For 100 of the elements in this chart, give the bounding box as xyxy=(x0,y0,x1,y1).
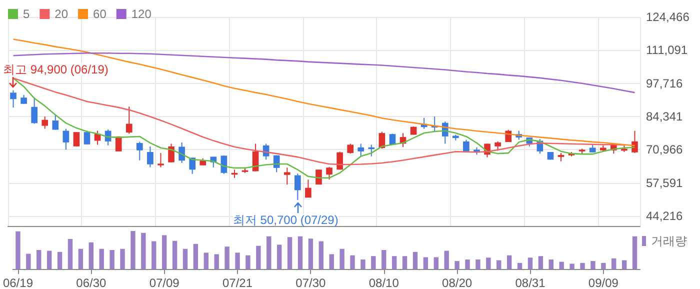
candlestick xyxy=(126,106,132,134)
x-tick-label: 07/21 xyxy=(222,276,253,289)
candlestick xyxy=(158,152,164,168)
bar xyxy=(308,238,314,269)
bar xyxy=(120,248,125,269)
bar xyxy=(224,246,230,269)
candlestick xyxy=(284,167,290,186)
bar xyxy=(434,257,438,269)
x-tick-label: 06/19 xyxy=(2,276,34,289)
bar xyxy=(46,250,52,269)
bar xyxy=(632,236,638,269)
bar xyxy=(580,262,585,269)
bar xyxy=(506,255,512,269)
x-tick-label: 07/30 xyxy=(296,276,326,289)
bar xyxy=(162,235,167,269)
candlestick xyxy=(31,97,38,124)
y-tick-label: 84,341 xyxy=(646,110,684,124)
legend-label: 120 xyxy=(131,7,152,21)
x-tick-label: 08/31 xyxy=(515,276,546,289)
bar xyxy=(340,248,344,269)
annotation: 최저 50,700 (07/29) xyxy=(232,212,338,227)
candlestick xyxy=(358,143,364,158)
bar xyxy=(350,255,355,269)
bar xyxy=(172,240,178,269)
x-tick-label: 07/09 xyxy=(149,276,180,289)
bar xyxy=(99,248,104,269)
bar xyxy=(548,260,554,269)
candlestick xyxy=(10,90,16,108)
bar xyxy=(110,250,114,269)
bar xyxy=(496,260,502,269)
y-tick-label: 111,091 xyxy=(646,43,688,58)
y-tick-label: 70,966 xyxy=(646,142,684,157)
candlestick xyxy=(147,146,154,168)
x-tick-label: 08/10 xyxy=(368,276,400,289)
candlestick xyxy=(336,151,343,170)
bar xyxy=(465,260,470,269)
y-tick-label: 124,466 xyxy=(646,10,690,24)
candlestick xyxy=(73,132,80,147)
candlestick xyxy=(189,157,196,174)
bar xyxy=(78,248,84,269)
bar xyxy=(246,255,250,269)
legend-label: 60 xyxy=(93,7,107,21)
candlestick xyxy=(136,141,143,161)
x-tick-label: 06/30 xyxy=(76,276,106,289)
bar xyxy=(570,264,574,269)
annotation: 최고 94,900 (06/19) xyxy=(3,62,108,76)
legend-label: 20 xyxy=(54,7,68,21)
bar xyxy=(214,254,219,269)
legend-label: 거래량 xyxy=(651,234,687,248)
bar xyxy=(287,237,292,269)
bar xyxy=(256,246,261,269)
bar xyxy=(382,250,386,269)
bar xyxy=(318,241,324,269)
x-tick-label: 09/09 xyxy=(588,276,619,289)
candlestick xyxy=(168,143,174,163)
candlestick xyxy=(294,173,301,200)
bar xyxy=(360,260,366,269)
bar xyxy=(193,244,198,269)
bar xyxy=(476,260,480,269)
bar xyxy=(235,252,240,269)
bar xyxy=(204,252,209,269)
y-tick-label: 97,716 xyxy=(646,76,684,90)
bar xyxy=(152,241,156,269)
y-tick-label: 44,216 xyxy=(646,209,684,224)
candlestick xyxy=(326,166,332,180)
bar xyxy=(454,261,460,269)
bar xyxy=(444,250,449,269)
bar xyxy=(528,258,533,269)
bar xyxy=(371,256,376,269)
bar xyxy=(612,258,616,269)
candlestick xyxy=(347,143,354,154)
bar xyxy=(601,262,606,269)
bar xyxy=(392,256,397,269)
candlestick xyxy=(42,116,48,130)
bar xyxy=(57,252,62,269)
bar xyxy=(276,244,282,269)
bar xyxy=(590,261,596,269)
bar xyxy=(412,252,418,269)
candlestick xyxy=(62,128,70,150)
legend-label: 5 xyxy=(23,7,30,21)
bar xyxy=(26,254,31,269)
bar xyxy=(16,231,20,269)
bar xyxy=(68,238,73,269)
bar xyxy=(36,250,42,269)
bar xyxy=(622,260,627,269)
candlestick xyxy=(305,179,312,198)
bar xyxy=(538,256,544,269)
bar xyxy=(423,257,428,269)
bar xyxy=(517,262,522,269)
bar xyxy=(486,258,491,269)
bar xyxy=(88,242,94,269)
x-tick-label: 08/20 xyxy=(442,276,472,289)
bar xyxy=(266,236,272,269)
candlestick xyxy=(178,142,185,164)
bar xyxy=(559,262,564,269)
bar xyxy=(402,256,408,269)
bar xyxy=(182,248,188,269)
y-tick-label: 57,591 xyxy=(646,176,684,190)
candlestick xyxy=(632,130,638,154)
candlestick xyxy=(52,114,59,130)
